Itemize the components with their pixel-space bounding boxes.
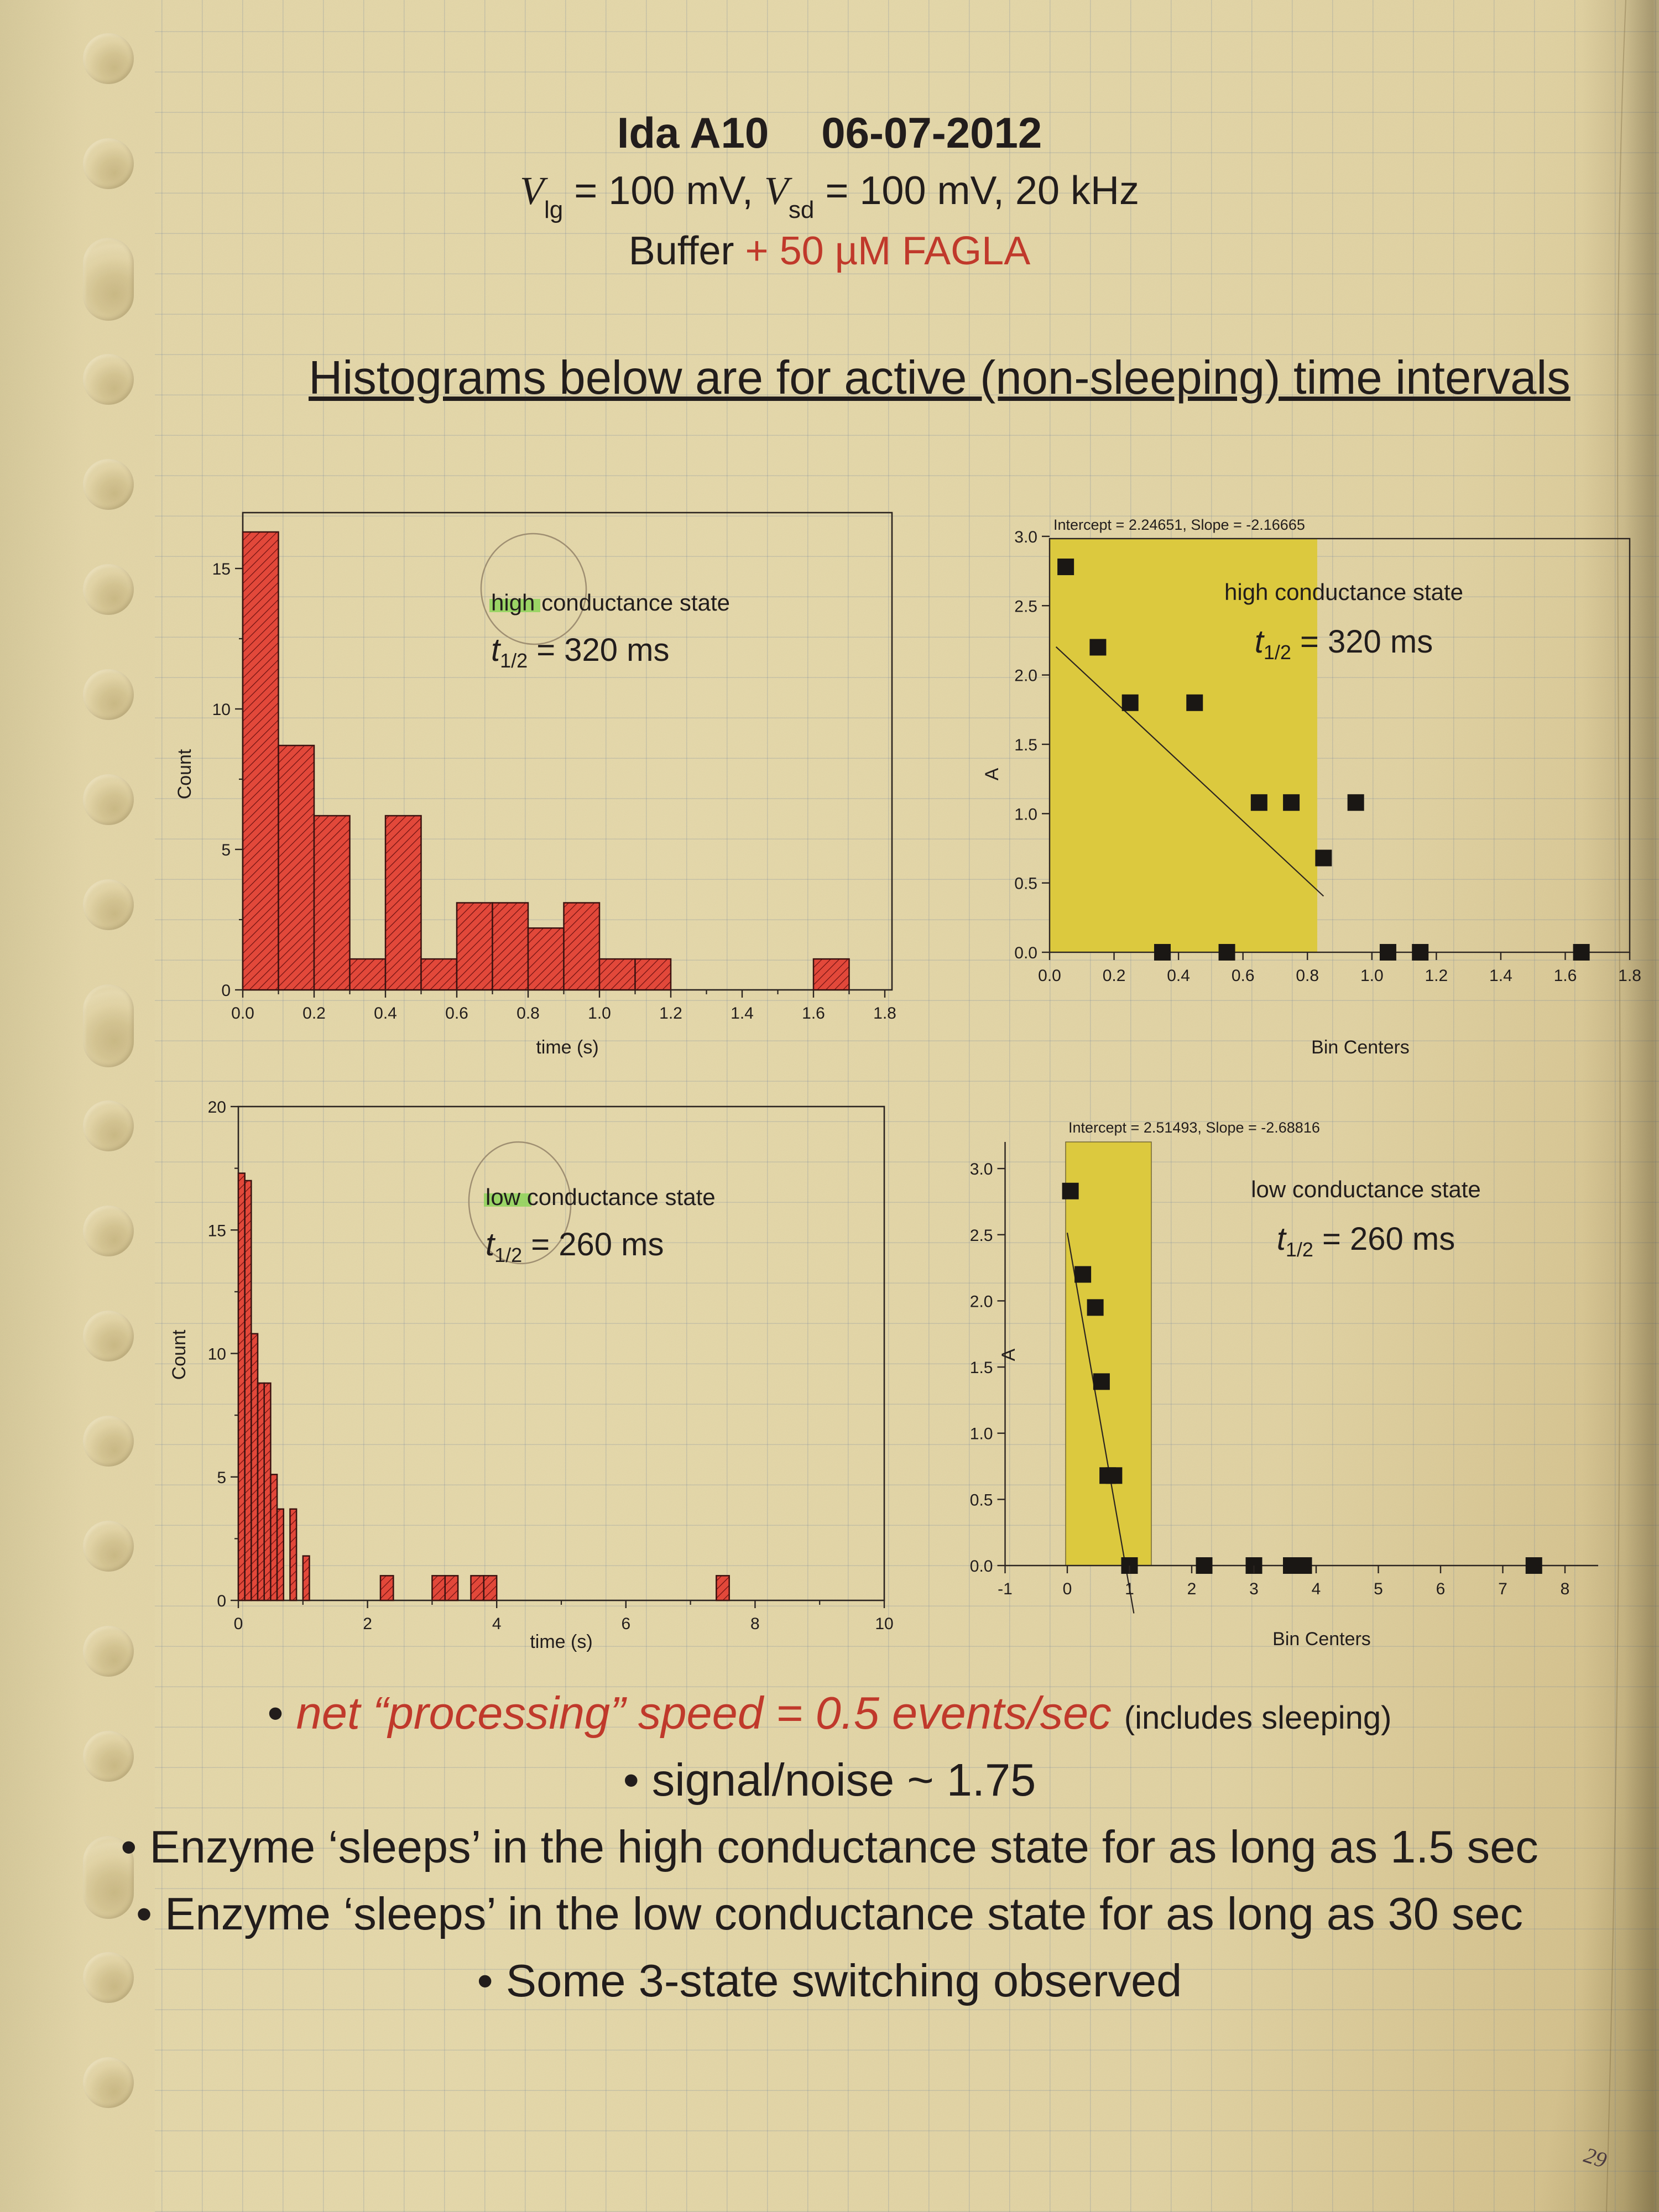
svg-text:Intercept = 2.51493, Slope = -: Intercept = 2.51493, Slope = -2.68816: [1068, 1119, 1320, 1136]
svg-text:7: 7: [1498, 1580, 1507, 1598]
svg-text:2: 2: [1187, 1580, 1197, 1598]
svg-text:0.0: 0.0: [970, 1557, 993, 1575]
svg-text:-1: -1: [998, 1580, 1013, 1598]
svg-text:6: 6: [1436, 1580, 1446, 1598]
svg-text:4: 4: [1312, 1580, 1321, 1598]
svg-text:5: 5: [1374, 1580, 1383, 1598]
svg-text:3.0: 3.0: [970, 1160, 993, 1178]
svg-text:2.5: 2.5: [970, 1227, 993, 1245]
svg-text:8: 8: [1561, 1580, 1570, 1598]
svg-text:0: 0: [1063, 1580, 1072, 1598]
svg-text:low conductance state: low conductance state: [1251, 1176, 1481, 1202]
svg-text:2.0: 2.0: [970, 1292, 993, 1311]
svg-text:0.5: 0.5: [970, 1491, 993, 1509]
svg-text:Bin Centers: Bin Centers: [1272, 1629, 1371, 1650]
svg-text:1.5: 1.5: [970, 1359, 993, 1377]
svg-text:t1/2 = 260 ms: t1/2 = 260 ms: [1277, 1221, 1455, 1261]
svg-text:1: 1: [1125, 1580, 1134, 1598]
svg-text:A: A: [998, 1348, 1019, 1361]
svg-text:1.0: 1.0: [970, 1425, 993, 1443]
svg-text:3: 3: [1249, 1580, 1259, 1598]
